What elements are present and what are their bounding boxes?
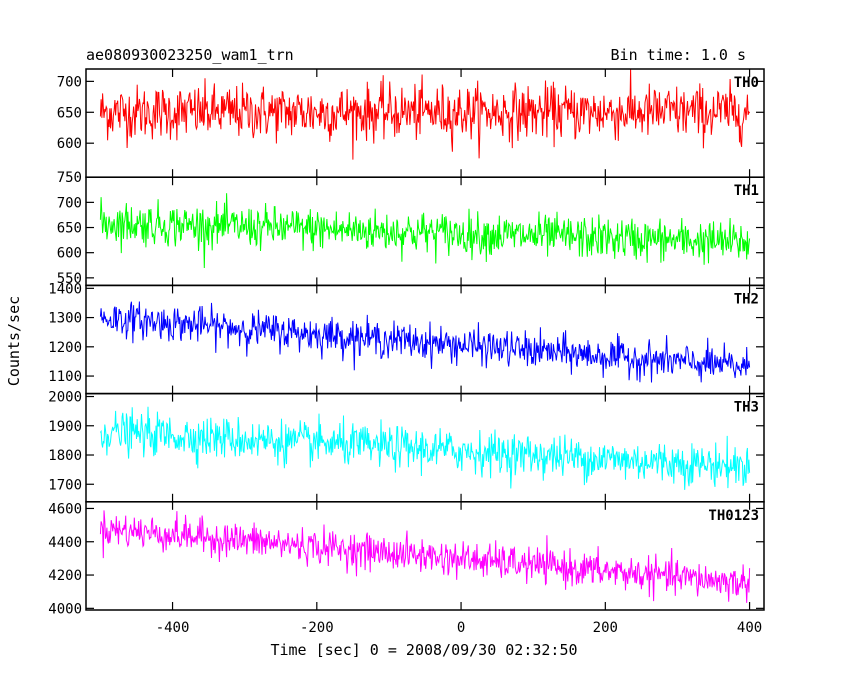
- y-tick-label-th0123: 4600: [48, 501, 82, 517]
- y-tick-label-th0: 600: [57, 136, 82, 152]
- y-tick-label-th3: 1800: [48, 448, 82, 464]
- series-line-th2: [99, 301, 751, 383]
- y-tick-label-th3: 2000: [48, 390, 82, 406]
- y-tick-label-th1: 700: [57, 195, 82, 211]
- x-tick-label: -200: [300, 620, 334, 636]
- panel-label-th0123: TH0123: [708, 508, 759, 524]
- series-line-th0123: [99, 510, 751, 603]
- y-tick-label-th1: 650: [57, 221, 82, 237]
- y-tick-label-th2: 1400: [48, 281, 82, 297]
- panel-label-th2: TH2: [734, 291, 759, 307]
- x-tick-label: 400: [737, 620, 762, 636]
- y-tick-label-th2: 1200: [48, 340, 82, 356]
- panel-frame-th0: [85, 68, 765, 178]
- x-tick-label: -400: [156, 620, 190, 636]
- y-axis-label: Counts/sec: [5, 296, 23, 386]
- y-tick-label-th0: 700: [57, 74, 82, 90]
- y-tick-label-th1: 600: [57, 246, 82, 262]
- y-tick-label-th0123: 4000: [48, 601, 82, 617]
- chart-title: ae080930023250_wam1_trn: [86, 46, 294, 64]
- axes-layer: 600 650 700 TH0 550 600 650 700 750 TH1 1100 1200 13…: [48, 68, 765, 636]
- panel-label-th1: TH1: [734, 183, 759, 199]
- y-tick-label-th2: 1300: [48, 311, 82, 327]
- bin-time-label: Bin time: 1.0 s: [611, 46, 746, 64]
- series-layer: [99, 69, 751, 603]
- series-line-th0: [99, 69, 751, 160]
- panel-label-th0: TH0: [734, 75, 759, 91]
- panel-frame-th2: [85, 284, 765, 395]
- y-tick-label-th1: 750: [57, 170, 82, 186]
- y-tick-label-th1: 550: [57, 271, 82, 287]
- y-tick-label-th0123: 4200: [48, 568, 82, 584]
- x-tick-label: 200: [593, 620, 618, 636]
- series-line-th1: [99, 193, 751, 269]
- panel-label-th3: TH3: [734, 400, 759, 416]
- y-tick-label-th3: 1900: [48, 419, 82, 435]
- y-tick-label-th0123: 4400: [48, 535, 82, 551]
- series-line-th3: [99, 406, 751, 490]
- y-tick-label-th0: 650: [57, 105, 82, 121]
- x-tick-label: 0: [457, 620, 465, 636]
- y-tick-label-th3: 1700: [48, 477, 82, 493]
- y-tick-label-th2: 1100: [48, 369, 82, 385]
- x-axis-label: Time [sec] 0 = 2008/09/30 02:32:50: [270, 641, 577, 659]
- panel-frame-th0123: [85, 501, 765, 611]
